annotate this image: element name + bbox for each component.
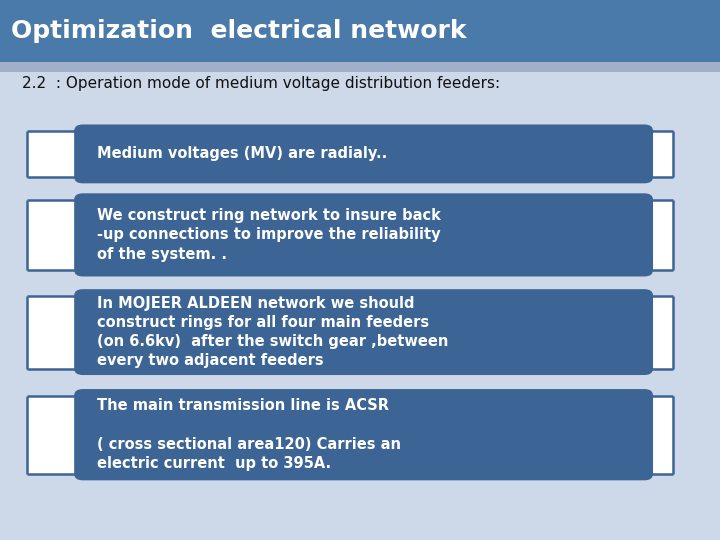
Text: Optimization  electrical network: Optimization electrical network [11, 19, 467, 43]
FancyBboxPatch shape [27, 395, 673, 474]
Text: The main transmission line is ACSR

( cross sectional area120) Carries an
electr: The main transmission line is ACSR ( cro… [97, 399, 401, 471]
FancyBboxPatch shape [0, 62, 720, 72]
FancyBboxPatch shape [74, 193, 653, 276]
Text: In MOJEER ALDEEN network we should
construct rings for all four main feeders
(on: In MOJEER ALDEEN network we should const… [97, 296, 449, 368]
Text: 2.2  : Operation mode of medium voltage distribution feeders:: 2.2 : Operation mode of medium voltage d… [22, 76, 500, 91]
FancyBboxPatch shape [74, 289, 653, 375]
Text: We construct ring network to insure back
-up connections to improve the reliabil: We construct ring network to insure back… [97, 208, 441, 261]
FancyBboxPatch shape [27, 131, 673, 177]
Text: Medium voltages (MV) are radialy..: Medium voltages (MV) are radialy.. [97, 146, 387, 161]
FancyBboxPatch shape [74, 125, 653, 184]
FancyBboxPatch shape [0, 0, 720, 62]
FancyBboxPatch shape [27, 296, 673, 368]
FancyBboxPatch shape [74, 389, 653, 481]
FancyBboxPatch shape [27, 200, 673, 270]
